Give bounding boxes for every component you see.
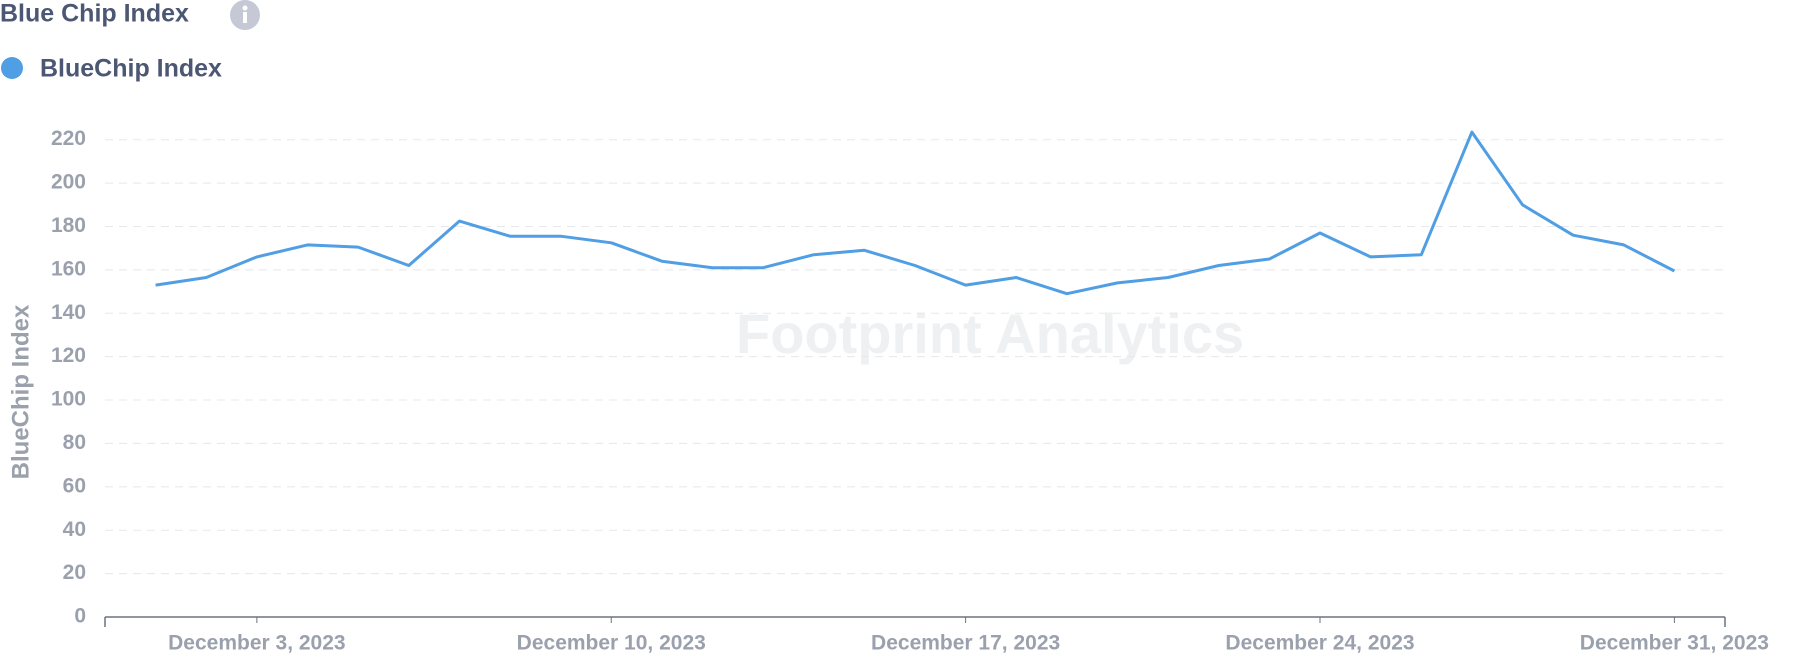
x-tick-label: December 10, 2023 [517, 632, 706, 655]
y-tick-label: 0 [74, 605, 86, 628]
data-line [155, 130, 1676, 296]
chart-title: Blue Chip Index [0, 0, 189, 28]
y-tick-label: 40 [63, 518, 86, 541]
x-tick-label: December 3, 2023 [168, 632, 345, 655]
y-tick-label: 180 [51, 214, 86, 237]
y-tick-label: 100 [51, 388, 86, 411]
y-tick-label: 80 [63, 431, 86, 454]
y-tick-label: 60 [63, 474, 86, 497]
y-tick-label: 140 [51, 301, 86, 324]
y-tick-label: 120 [51, 344, 86, 367]
info-icon[interactable] [230, 0, 260, 30]
y-tick-label: 220 [51, 127, 86, 150]
legend-swatch [1, 57, 23, 79]
legend-label: BlueChip Index [40, 55, 222, 83]
x-tick-label: December 31, 2023 [1580, 632, 1769, 655]
watermark: Footprint Analytics [736, 302, 1244, 365]
x-tick-label: December 24, 2023 [1225, 632, 1414, 655]
y-tick-label: 20 [63, 561, 86, 584]
x-tick-label: December 17, 2023 [871, 632, 1060, 655]
y-tick-label: 160 [51, 257, 86, 280]
y-tick-label: 200 [51, 171, 86, 194]
y-axis-label: BlueChip Index [7, 304, 34, 479]
